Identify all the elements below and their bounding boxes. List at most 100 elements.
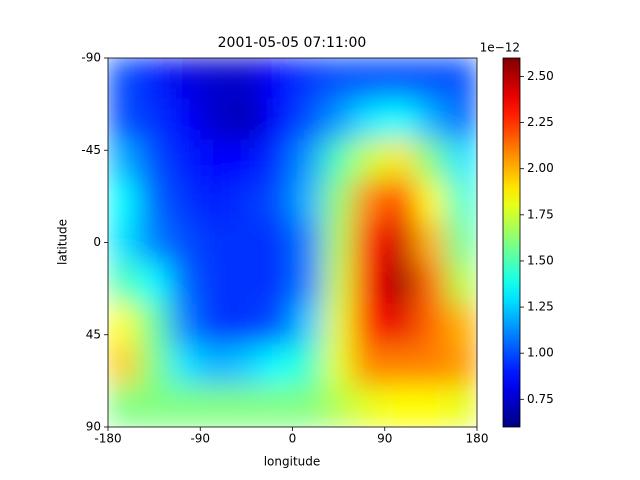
heatmap-cell: [108, 344, 140, 387]
heatmap-cell: [353, 344, 386, 387]
y-axis-label: latitude: [56, 219, 70, 265]
colorbar-tick-label: 1.25: [527, 300, 554, 314]
colorbar-tick-label: 2.00: [527, 161, 554, 175]
heatmap-cell: [169, 344, 201, 387]
heatmap-cell: [230, 385, 263, 427]
heatmap-cell: [138, 180, 170, 223]
heatmap-cell: [322, 385, 355, 427]
heatmap-cell: [353, 303, 386, 346]
heatmap-cell: [261, 98, 293, 141]
heatmap-cell: [230, 139, 263, 182]
heatmap-cell: [108, 180, 140, 223]
heatmap-cell: [169, 58, 201, 100]
heatmap-cell: [199, 385, 232, 427]
heatmap-cell: [415, 139, 447, 182]
y-tick-label: 45: [86, 327, 101, 341]
heatmap-cell: [230, 262, 263, 305]
heatmap-cell: [138, 262, 170, 305]
heatmap-cell: [415, 221, 447, 264]
heatmap-cell: [261, 221, 293, 264]
heatmap-cell: [384, 58, 416, 100]
colorbar-tick-label: 2.50: [527, 69, 554, 83]
heatmap-cell: [322, 262, 355, 305]
heatmap-cell: [445, 98, 477, 141]
heatmap-cell: [230, 303, 263, 346]
heatmap-cell: [384, 98, 416, 141]
colorbar-tick-label: 2.25: [527, 115, 554, 129]
heatmap-cell: [384, 344, 416, 387]
heatmap-cell: [108, 385, 140, 427]
heatmap-cell: [353, 221, 386, 264]
heatmap-cell: [138, 139, 170, 182]
heatmap-cell: [230, 344, 263, 387]
heatmap-cell: [169, 221, 201, 264]
colorbar-offset: 1e−12: [480, 41, 520, 55]
colorbar-tick-label: 1.75: [527, 207, 554, 221]
heatmap-cell: [292, 344, 324, 387]
heatmap-cell: [322, 139, 355, 182]
heatmap-cell: [138, 58, 170, 100]
heatmap-cell: [169, 303, 201, 346]
heatmap-cell: [292, 221, 324, 264]
heatmap-cell: [353, 139, 386, 182]
x-axis-label: longitude: [264, 455, 321, 469]
heatmap-cell: [292, 385, 324, 427]
heatmap-cell: [445, 221, 477, 264]
x-tick-label: -180: [94, 432, 121, 446]
heatmap-cell: [199, 180, 232, 223]
heatmap-cell: [261, 180, 293, 223]
heatmap-cell: [322, 221, 355, 264]
heatmap-cell: [230, 180, 263, 223]
heatmap-cell: [108, 58, 140, 100]
heatmap-cell: [353, 180, 386, 223]
heatmap-cell: [292, 139, 324, 182]
heatmap-cell: [322, 180, 355, 223]
heatmap-cell: [322, 344, 355, 387]
heatmap-clip: [108, 58, 477, 427]
heatmap-cell: [199, 303, 232, 346]
heatmap-cell: [353, 98, 386, 141]
heatmap-cell: [169, 262, 201, 305]
heatmap-cell: [261, 385, 293, 427]
heatmap-cell: [415, 385, 447, 427]
heatmap-cell: [384, 221, 416, 264]
heatmap-cell: [445, 344, 477, 387]
x-tick-label: 180: [466, 432, 489, 446]
heatmap-cell: [230, 98, 263, 141]
heatmap-cell: [199, 262, 232, 305]
heatmap-cell: [415, 262, 447, 305]
heatmap-cell: [322, 58, 355, 100]
colorbar-tick-label: 1.50: [527, 253, 554, 267]
heatmap-cell: [199, 98, 232, 141]
heatmap-cell: [445, 180, 477, 223]
x-tick-label: -90: [190, 432, 210, 446]
heatmap-cell: [108, 98, 140, 141]
y-tick-label: -90: [81, 51, 101, 65]
heatmap-cell: [384, 180, 416, 223]
heatmap-cell: [169, 180, 201, 223]
x-tick-label: 0: [289, 432, 297, 446]
heatmap-cell: [415, 58, 447, 100]
heatmap-cell: [261, 303, 293, 346]
heatmap-cell: [445, 58, 477, 100]
heatmap-cell: [261, 262, 293, 305]
heatmap-cell: [230, 58, 263, 100]
heatmap-cell: [108, 139, 140, 182]
heatmap-cell: [292, 262, 324, 305]
heatmap-cell: [138, 221, 170, 264]
heatmap-cell: [384, 303, 416, 346]
heatmap-cell: [138, 303, 170, 346]
heatmap-cell: [292, 303, 324, 346]
x-tick-label: 90: [377, 432, 392, 446]
heatmap-cell: [169, 385, 201, 427]
y-tick-label: -45: [81, 143, 101, 157]
heatmap-cell: [322, 303, 355, 346]
colorbar-tick-label: 1.00: [527, 346, 554, 360]
chart-title: 2001-05-05 07:11:00: [218, 35, 367, 51]
heatmap-cell: [230, 221, 263, 264]
heatmap-cell: [199, 139, 232, 182]
heatmap: [108, 58, 477, 427]
y-tick-label: 0: [93, 235, 101, 249]
